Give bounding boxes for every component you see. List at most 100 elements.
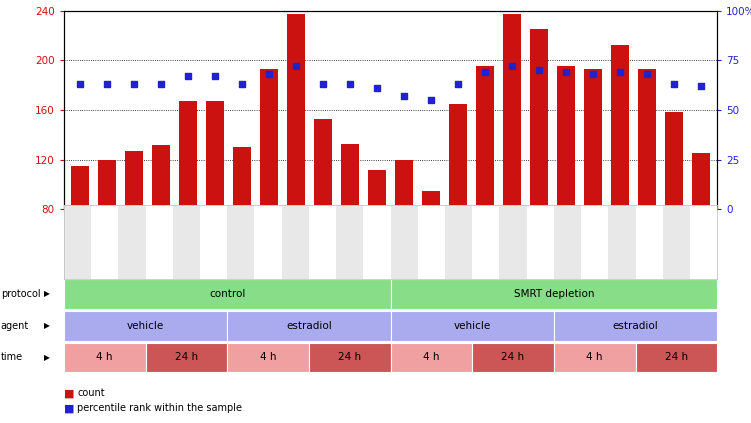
- Bar: [638, 69, 656, 309]
- Point: [344, 81, 356, 88]
- Text: 4 h: 4 h: [260, 352, 276, 363]
- Text: 24 h: 24 h: [665, 352, 688, 363]
- Text: time: time: [1, 352, 23, 363]
- Bar: [475, 66, 494, 309]
- Point: [209, 73, 221, 80]
- Bar: [391, 205, 418, 279]
- Bar: [120, 11, 147, 209]
- Bar: [581, 205, 608, 279]
- Point: [236, 81, 248, 88]
- Bar: [179, 101, 198, 309]
- Bar: [690, 205, 717, 279]
- Point: [290, 63, 302, 70]
- Point: [155, 81, 167, 88]
- Bar: [662, 205, 690, 279]
- Bar: [94, 11, 120, 209]
- Bar: [98, 160, 116, 309]
- Point: [614, 69, 626, 76]
- Bar: [553, 11, 580, 209]
- Bar: [692, 154, 710, 309]
- Bar: [611, 45, 629, 309]
- Bar: [367, 170, 387, 309]
- Bar: [146, 205, 173, 279]
- Point: [263, 71, 275, 77]
- Bar: [421, 191, 441, 309]
- Bar: [445, 11, 472, 209]
- Bar: [91, 205, 119, 279]
- Bar: [173, 205, 200, 279]
- Bar: [336, 11, 363, 209]
- Point: [560, 69, 572, 76]
- Point: [668, 81, 680, 88]
- Bar: [554, 205, 581, 279]
- Point: [101, 81, 113, 88]
- Bar: [201, 11, 228, 209]
- Text: 4 h: 4 h: [96, 352, 113, 363]
- Bar: [340, 143, 360, 309]
- Bar: [394, 160, 414, 309]
- Text: percentile rank within the sample: percentile rank within the sample: [77, 403, 243, 413]
- Bar: [661, 11, 687, 209]
- Bar: [119, 205, 146, 279]
- Bar: [472, 11, 499, 209]
- Text: 4 h: 4 h: [423, 352, 439, 363]
- Point: [479, 69, 491, 76]
- Text: ▶: ▶: [44, 289, 50, 299]
- Bar: [635, 205, 662, 279]
- Point: [317, 81, 329, 88]
- Bar: [448, 104, 467, 309]
- Bar: [71, 166, 89, 309]
- Bar: [282, 11, 309, 209]
- Bar: [584, 69, 602, 309]
- Text: ■: ■: [64, 403, 74, 413]
- Point: [128, 81, 140, 88]
- Bar: [314, 119, 333, 309]
- Bar: [634, 11, 661, 209]
- Bar: [363, 205, 391, 279]
- Text: protocol: protocol: [1, 289, 41, 299]
- Point: [533, 67, 545, 74]
- Bar: [665, 113, 683, 309]
- Bar: [499, 11, 526, 209]
- Bar: [227, 205, 255, 279]
- Text: ▶: ▶: [44, 321, 50, 330]
- Text: ▶: ▶: [44, 353, 50, 362]
- Text: 24 h: 24 h: [502, 352, 525, 363]
- Bar: [363, 11, 391, 209]
- Bar: [152, 145, 170, 309]
- Bar: [309, 11, 336, 209]
- Bar: [418, 205, 445, 279]
- Point: [425, 96, 437, 103]
- Bar: [336, 205, 363, 279]
- Bar: [607, 11, 634, 209]
- Bar: [282, 205, 309, 279]
- Text: vehicle: vehicle: [454, 321, 491, 331]
- Point: [641, 71, 653, 77]
- Bar: [260, 69, 279, 309]
- Point: [74, 81, 86, 88]
- Bar: [526, 11, 553, 209]
- Text: control: control: [209, 289, 246, 299]
- Bar: [147, 11, 174, 209]
- Bar: [125, 151, 143, 309]
- Text: agent: agent: [1, 321, 29, 331]
- Bar: [580, 11, 607, 209]
- Point: [182, 73, 194, 80]
- Bar: [391, 11, 418, 209]
- Bar: [67, 11, 94, 209]
- Point: [452, 81, 464, 88]
- Bar: [502, 14, 521, 309]
- Text: estradiol: estradiol: [613, 321, 659, 331]
- Bar: [309, 205, 336, 279]
- Text: 24 h: 24 h: [338, 352, 361, 363]
- Point: [587, 71, 599, 77]
- Point: [371, 85, 383, 91]
- Bar: [418, 11, 445, 209]
- Bar: [255, 205, 282, 279]
- Bar: [174, 11, 201, 209]
- Text: count: count: [77, 388, 105, 398]
- Bar: [64, 205, 91, 279]
- Point: [506, 63, 518, 70]
- Text: SMRT depletion: SMRT depletion: [514, 289, 594, 299]
- Bar: [200, 205, 227, 279]
